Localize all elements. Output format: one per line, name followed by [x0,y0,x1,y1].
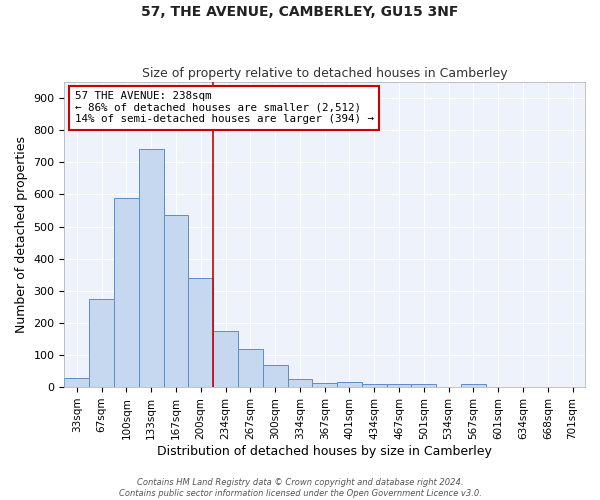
Bar [64,378,89,387]
X-axis label: Distribution of detached houses by size in Camberley: Distribution of detached houses by size … [157,444,492,458]
Text: Contains HM Land Registry data © Crown copyright and database right 2024.
Contai: Contains HM Land Registry data © Crown c… [119,478,481,498]
Bar [362,384,386,387]
Bar [412,384,436,387]
Bar [337,382,362,387]
Bar [164,216,188,387]
Bar [188,278,213,387]
Bar [238,348,263,387]
Bar [461,384,486,387]
Y-axis label: Number of detached properties: Number of detached properties [15,136,28,333]
Bar [139,150,164,387]
Text: 57 THE AVENUE: 238sqm
← 86% of detached houses are smaller (2,512)
14% of semi-d: 57 THE AVENUE: 238sqm ← 86% of detached … [75,91,374,124]
Bar [213,331,238,387]
Text: 57, THE AVENUE, CAMBERLEY, GU15 3NF: 57, THE AVENUE, CAMBERLEY, GU15 3NF [142,5,458,19]
Bar [386,384,412,387]
Bar [313,383,337,387]
Bar [263,366,287,387]
Bar [287,379,313,387]
Bar [114,198,139,387]
Title: Size of property relative to detached houses in Camberley: Size of property relative to detached ho… [142,66,508,80]
Bar [89,299,114,387]
